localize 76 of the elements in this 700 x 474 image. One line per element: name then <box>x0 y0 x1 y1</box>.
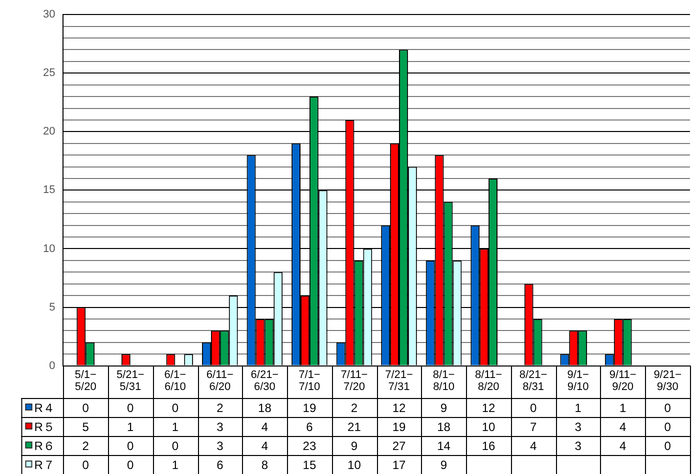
data-label: 18 <box>437 420 451 434</box>
data-label: 0 <box>127 438 134 453</box>
data-label: 4 <box>261 420 268 434</box>
data-label: 1 <box>172 458 179 472</box>
data-label: 23 <box>302 438 316 453</box>
data-label: 0 <box>664 400 672 415</box>
data-label: 3 <box>574 438 582 453</box>
legend-label: R５ <box>34 420 55 434</box>
y-tick-label: 30 <box>42 8 56 21</box>
data-label: 6 <box>306 420 314 434</box>
data-label: 0 <box>172 400 179 415</box>
data-label: 0 <box>82 458 90 472</box>
data-label: 1 <box>574 400 582 415</box>
data-label: 14 <box>437 438 451 453</box>
x-tick-label: 8/1− 8/10 <box>432 368 455 393</box>
x-tick-label: 9/11− 9/20 <box>609 368 636 393</box>
legend-label: R６ <box>34 438 55 453</box>
data-label: 19 <box>302 400 316 415</box>
x-tick-label: 6/11− 6/20 <box>206 368 234 393</box>
data-label: 10 <box>482 420 496 434</box>
data-label: 16 <box>482 438 496 453</box>
x-tick-label: 9/21− 9/30 <box>654 368 682 393</box>
y-tick-label: 10 <box>42 242 56 255</box>
data-label: 9 <box>350 438 358 453</box>
data-label: 0 <box>664 438 672 453</box>
y-tick-label: 15 <box>42 184 56 196</box>
x-tick-label: 6/1− 6/10 <box>164 368 186 393</box>
data-label: 8 <box>261 458 268 472</box>
data-label: 12 <box>392 400 406 415</box>
data-label: 0 <box>127 400 134 415</box>
x-tick-label: 6/21− 6/30 <box>250 368 279 393</box>
x-tick-label: 8/21− 8/31 <box>519 368 548 393</box>
data-label: 4 <box>261 438 268 453</box>
legend-label: R４ <box>34 400 55 415</box>
y-tick-label: 25 <box>42 67 56 80</box>
x-tick-label: 5/1− 5/20 <box>74 368 96 393</box>
data-label: 4 <box>620 438 627 453</box>
data-label: 7 <box>530 420 537 434</box>
data-label: 1 <box>172 420 179 434</box>
x-tick-label: 5/21− 5/31 <box>116 368 144 393</box>
data-label: 19 <box>392 420 406 434</box>
data-label: 5 <box>82 420 90 434</box>
data-label: 0 <box>82 400 90 415</box>
data-label: 21 <box>348 420 362 434</box>
data-label: 6 <box>216 458 224 472</box>
data-label: 1 <box>620 400 627 415</box>
data-label: 17 <box>392 458 406 472</box>
data-label: 1 <box>127 420 134 434</box>
data-label: 10 <box>348 458 362 472</box>
data-label: 2 <box>350 400 358 415</box>
data-label: 9 <box>440 458 448 472</box>
data-label: 3 <box>216 420 224 434</box>
y-tick-label: 5 <box>49 301 56 314</box>
data-label: 18 <box>258 400 272 415</box>
data-label: 2 <box>82 438 90 453</box>
data-label: 9 <box>440 400 448 415</box>
data-label: 2 <box>216 400 224 415</box>
x-tick-label: 9/1− 9/10 <box>567 368 589 393</box>
data-label: 0 <box>127 458 134 472</box>
x-tick-label: 7/1− 7/10 <box>298 368 320 393</box>
data-label: 4 <box>530 438 537 453</box>
y-tick-label: 20 <box>42 126 56 138</box>
data-label: 0 <box>530 400 537 415</box>
legend-label: R７ <box>34 458 55 472</box>
y-tick-label: 0 <box>49 360 56 372</box>
data-label: 15 <box>302 458 316 472</box>
x-tick-label: 7/11− 7/20 <box>340 368 368 393</box>
data-label: 4 <box>620 420 627 434</box>
x-tick-label: 8/11− 8/20 <box>475 368 502 393</box>
data-label: 3 <box>216 438 224 453</box>
data-label: 12 <box>482 400 496 415</box>
data-label: 3 <box>574 420 582 434</box>
data-label: 0 <box>664 420 672 434</box>
data-label: 0 <box>172 438 179 453</box>
data-label: 27 <box>392 438 406 453</box>
x-tick-label: 7/21− 7/31 <box>385 368 413 393</box>
